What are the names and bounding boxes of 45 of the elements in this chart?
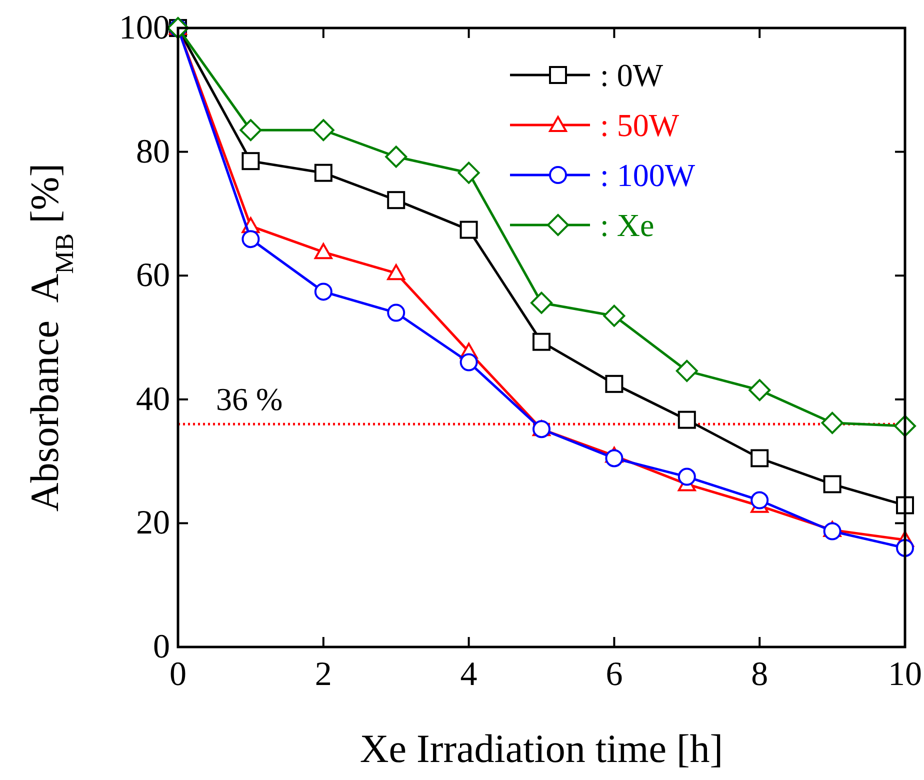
x-tick-label: 6 bbox=[606, 656, 623, 693]
point bbox=[823, 522, 842, 540]
point bbox=[678, 468, 696, 486]
x-tick-label: 10 bbox=[888, 656, 922, 693]
point bbox=[676, 360, 698, 382]
legend-label: : 100W bbox=[600, 157, 696, 193]
point bbox=[603, 304, 626, 327]
point bbox=[314, 282, 332, 301]
point bbox=[821, 412, 844, 434]
point bbox=[532, 332, 550, 351]
y-tick-label: 60 bbox=[136, 257, 170, 294]
legend-label: : Xe bbox=[600, 207, 654, 243]
point bbox=[460, 353, 478, 372]
point bbox=[748, 379, 771, 402]
point bbox=[387, 304, 406, 322]
y-tick-label: 0 bbox=[153, 628, 170, 666]
ref-line-label: 36 % bbox=[216, 381, 283, 418]
point bbox=[678, 410, 696, 429]
point bbox=[242, 152, 260, 170]
x-axis-title: Xe Irradiation time [h] bbox=[360, 726, 724, 771]
point bbox=[314, 164, 332, 182]
x-tick-label: 8 bbox=[751, 656, 768, 693]
point bbox=[387, 191, 406, 210]
point bbox=[385, 146, 408, 168]
point bbox=[314, 243, 332, 260]
point bbox=[458, 162, 480, 184]
y-tick-label: 40 bbox=[136, 380, 170, 418]
legend-label: : 0W bbox=[600, 57, 664, 93]
point bbox=[460, 220, 478, 239]
legend-label: : 50W bbox=[600, 107, 680, 143]
point bbox=[605, 374, 624, 393]
point bbox=[823, 475, 842, 494]
point bbox=[530, 292, 552, 314]
point bbox=[240, 119, 262, 142]
point bbox=[242, 230, 260, 248]
point bbox=[605, 449, 624, 468]
point bbox=[387, 264, 406, 280]
point bbox=[750, 491, 769, 510]
y-tick-label: 80 bbox=[136, 133, 170, 170]
point bbox=[312, 119, 334, 142]
x-tick-label: 2 bbox=[314, 656, 332, 693]
point bbox=[750, 449, 769, 468]
y-tick-label: 20 bbox=[136, 504, 170, 542]
y-tick-label: 100 bbox=[119, 10, 170, 46]
x-tick-label: 4 bbox=[460, 656, 478, 693]
